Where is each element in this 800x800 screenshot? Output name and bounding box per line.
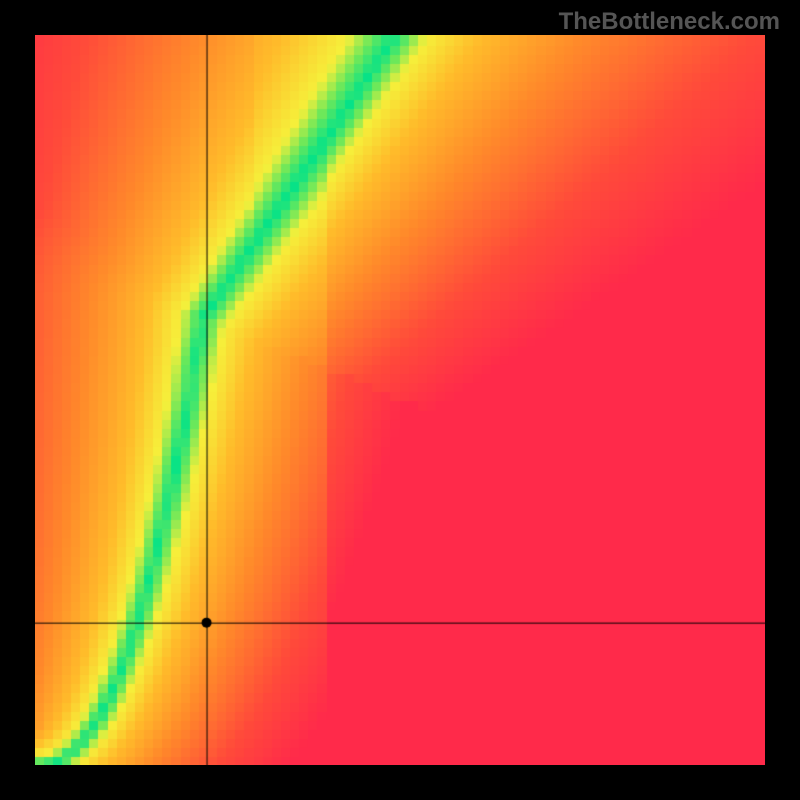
bottleneck-heatmap [35, 35, 765, 765]
chart-container: TheBottleneck.com [0, 0, 800, 800]
watermark-text: TheBottleneck.com [559, 8, 780, 36]
